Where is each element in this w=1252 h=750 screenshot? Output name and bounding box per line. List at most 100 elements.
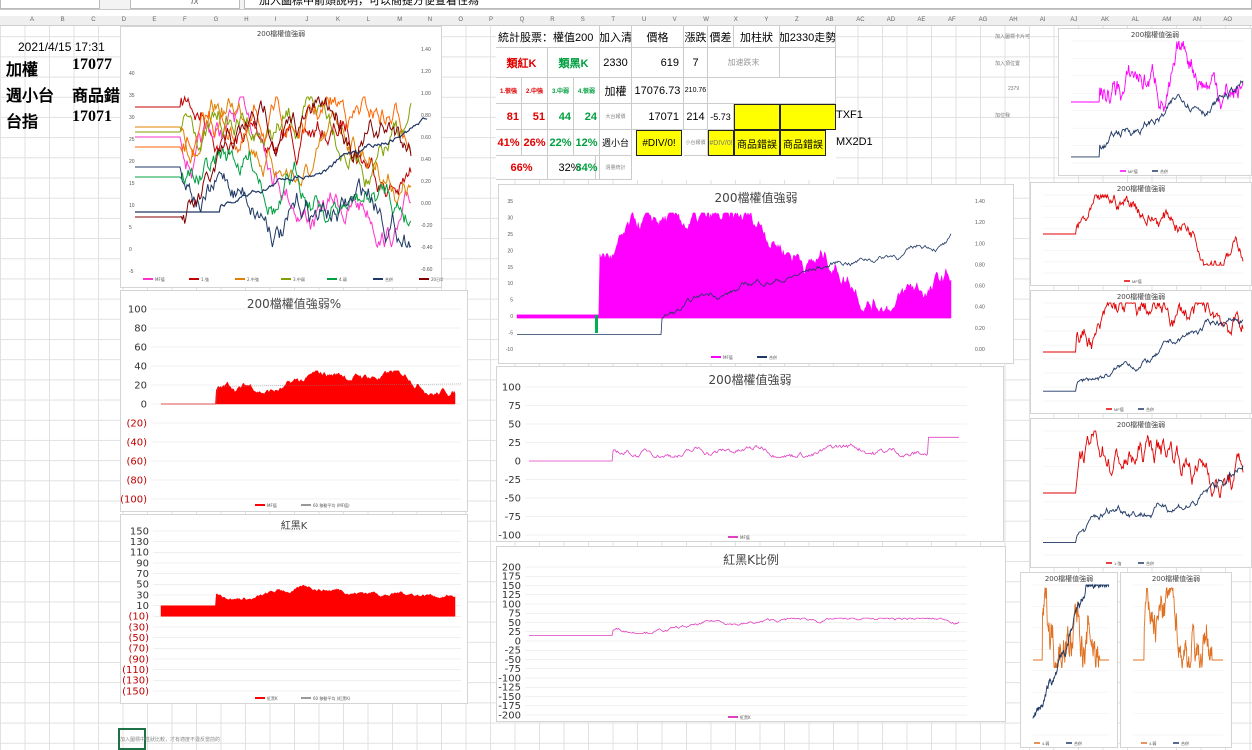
y-tick: 75 (508, 401, 521, 412)
chart-center-bot[interactable]: 紅黑K比例 200 175 150 125 100 75 50 25 0 -25 -50 -75 -10… (496, 546, 1006, 722)
y-tick: 100 (128, 304, 147, 315)
column-header[interactable]: AB (825, 17, 834, 23)
column-header[interactable]: U (642, 17, 647, 23)
y-tick: 50 (136, 580, 149, 591)
series-line (529, 436, 959, 462)
chart-title: 200檔權值強弱 (1116, 421, 1166, 429)
chart-redk[interactable]: 紅黑K 150 130 110 90 70 50 30 10 (10) (30) (50) (70)(… (120, 514, 468, 704)
column-header[interactable]: S (580, 17, 585, 23)
right-chart-4[interactable]: 200檔權值強弱 1.強 合併 (1030, 418, 1252, 568)
selected-cell[interactable] (118, 728, 146, 750)
right-chart-1[interactable]: 200檔權值強弱 MF值 合併 (1058, 28, 1252, 176)
fx-icon[interactable]: fx (130, 0, 240, 9)
column-header[interactable]: R (550, 17, 555, 23)
right-chart-6[interactable]: 200檔權值強弱 4.弱 合併 (1120, 572, 1232, 748)
y2-tick: 0.20 (421, 179, 431, 185)
stock-change: 7 (684, 48, 708, 78)
table-cell (708, 78, 836, 104)
column-header[interactable]: AN (1192, 17, 1202, 23)
right-chart-3[interactable]: 200檔權值強弱 MF值 合併 (1030, 290, 1252, 414)
series-line (1043, 193, 1244, 266)
column-header[interactable]: Q (519, 17, 525, 23)
column-header[interactable]: O (458, 17, 464, 23)
stats-table: 統計股票：權值200 加入清 價格 漲跌 價差 加柱狀 加2330走勢 類紅K 類黑K 2330 6… (496, 26, 836, 180)
series-line (135, 95, 412, 224)
name-box[interactable] (0, 0, 100, 9)
y-tick: 15 (129, 181, 135, 187)
column-header[interactable]: AE (917, 17, 926, 23)
right-chart-5[interactable]: 200檔權值強弱 4.弱 合併 (1020, 572, 1118, 748)
column-header[interactable]: V (672, 17, 677, 23)
column-header[interactable]: AJ (1070, 17, 1078, 23)
column-header[interactable]: N (427, 17, 433, 23)
column-header[interactable]: AD (886, 17, 896, 23)
y-tick: -125 (498, 683, 521, 694)
column-header[interactable]: H (244, 17, 249, 23)
legend-label: 合併 (769, 354, 777, 360)
column-header[interactable]: AL (1131, 17, 1139, 23)
column-header[interactable]: C (91, 17, 96, 23)
formula-input[interactable]: 加入圖標中箭頭說明，可以簡捷方便查看性為 (244, 0, 1252, 9)
y-tick: 10 (136, 601, 149, 612)
chart-title: 紅黑K (280, 521, 308, 532)
column-header[interactable]: M (397, 17, 403, 23)
right-note: 2379 (1008, 86, 1020, 92)
column-header[interactable]: E (152, 17, 157, 23)
column-header[interactable]: J (305, 17, 309, 23)
y-tick: 0 (515, 636, 521, 647)
legend-label: 合併 (1160, 168, 1168, 174)
series-line (1043, 301, 1244, 353)
right-chart-2[interactable]: 200檔權值強弱 MF值 (1030, 182, 1252, 286)
y-tick: (40) (126, 437, 147, 448)
chart-pct[interactable]: 200檔權值強弱% 100 80 60 40 20 0 (20) (40) (60) (80) (1… (120, 290, 468, 512)
y-tick: (60) (126, 456, 147, 467)
column-header[interactable]: F (183, 17, 187, 23)
legend-label: 合併 (1074, 740, 1082, 746)
y-tick: 110 (130, 548, 149, 559)
y-tick: 60 (134, 342, 147, 353)
column-header[interactable]: B (60, 17, 65, 23)
series-line (1043, 430, 1244, 498)
column-header[interactable]: AF (948, 17, 956, 23)
col-trend-header: 加2330走勢 (780, 26, 836, 48)
category-pct: 12% (574, 130, 600, 156)
column-header[interactable]: X (733, 17, 738, 23)
y-tick: 5 (510, 298, 513, 304)
y-tick: (150) (122, 686, 149, 697)
column-header[interactable]: T (611, 17, 616, 23)
column-header[interactable]: D (121, 17, 127, 23)
y-tick: 40 (129, 71, 135, 77)
area-series (161, 370, 456, 405)
y2-tick: 0.40 (975, 305, 985, 311)
chart-title: 200檔權值強弱 (1116, 185, 1166, 193)
column-header[interactable]: L (366, 17, 370, 23)
chart-title: 200檔權值強弱 (1130, 31, 1180, 39)
column-header[interactable]: AO (1223, 17, 1233, 23)
column-header[interactable]: Z (795, 17, 799, 23)
chart-main-top[interactable]: 200檔權值強弱 4035302520151050-5-101.401.201.… (120, 26, 443, 288)
left-value: 17071 (72, 108, 112, 125)
column-header[interactable]: Y (764, 17, 769, 23)
column-header[interactable]: AI (1039, 17, 1046, 23)
column-header[interactable]: W (703, 17, 709, 23)
series-line (135, 96, 412, 188)
column-header[interactable]: A (30, 17, 35, 23)
y-tick: -5 (509, 331, 514, 337)
div0-cell: #DIV/0! (636, 130, 682, 156)
column-header[interactable]: AK (1101, 17, 1110, 23)
stock-price: 619 (632, 48, 684, 78)
chart-center-top[interactable]: 200檔權值強弱 35 30 25 20 15 10 5 0 -5 -10 1.40 1.20 1.00… (498, 184, 1014, 364)
column-header[interactable]: G (213, 17, 219, 23)
legend-label: 2.中強 (247, 276, 259, 282)
y-tick: -75 (505, 664, 521, 675)
right-chart-svg: MF值 合併 (1071, 40, 1244, 174)
column-header[interactable]: AG (978, 17, 988, 23)
column-header[interactable]: K (336, 17, 341, 23)
column-header[interactable]: P (489, 17, 494, 23)
column-header[interactable]: I (274, 17, 277, 23)
column-header[interactable]: AM (1162, 17, 1172, 23)
chart-center-mid[interactable]: 200檔權值強弱 100 75 50 25 0 -25 -50 -75 -100 MF值 (496, 366, 1004, 542)
column-header[interactable]: AH (1009, 17, 1018, 23)
column-header[interactable]: AC (856, 17, 865, 23)
y-tick: 0 (515, 456, 521, 467)
